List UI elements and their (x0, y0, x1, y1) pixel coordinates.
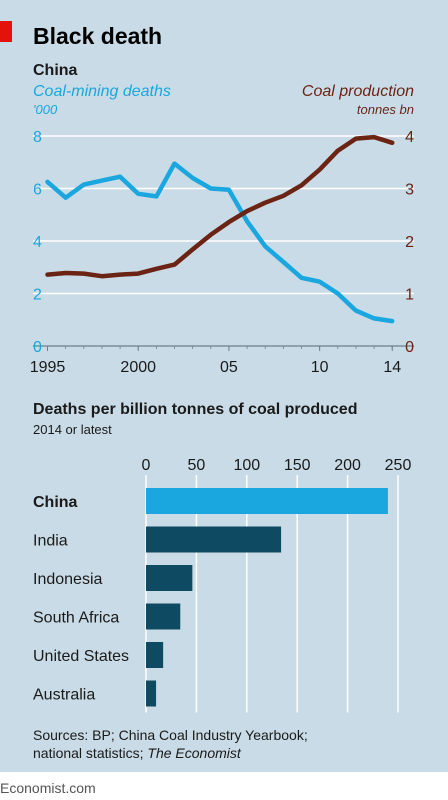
sources-line-2-text: national statistics; (33, 745, 144, 761)
right-axis-unit: tonnes bn (357, 102, 414, 117)
bar-chart-grid (145, 475, 399, 713)
bar-label-indonesia: Indonesia (33, 571, 102, 588)
bar-india (146, 526, 282, 553)
right-tick-4: 4 (405, 129, 414, 146)
right-tick-1: 1 (405, 287, 414, 304)
bar-south-africa (146, 603, 181, 630)
line-chart-title: China (33, 62, 78, 79)
bar-label-australia: Australia (33, 687, 95, 704)
bar-tick-200: 200 (334, 457, 361, 474)
bar-united-states (146, 642, 164, 668)
headline: Black death (33, 23, 162, 49)
bar-tick-0: 0 (142, 457, 151, 474)
red-accent-tab (0, 21, 12, 42)
bar-tick-100: 100 (233, 457, 260, 474)
x-tick-05: 05 (220, 359, 238, 376)
series-line-deaths (45, 161, 395, 324)
bar-label-united-states: United States (33, 648, 129, 665)
bar-axis-ticks: 0 50 100 150 200 250 (142, 457, 412, 474)
left-tick-0: 0 (33, 339, 42, 356)
bar-label-china: China (33, 494, 78, 511)
right-axis-label: Coal production (302, 83, 414, 100)
x-tick-2000: 2000 (120, 359, 156, 376)
left-axis-ticks: 0 2 4 6 8 (33, 129, 42, 356)
footer-strip (0, 772, 448, 800)
left-tick-6: 6 (33, 182, 42, 199)
chart-card (0, 0, 448, 772)
bar-category-labels: China India Indonesia South Africa United St… (33, 494, 129, 704)
line-chart-grid (33, 135, 414, 347)
bar-label-india: India (33, 533, 68, 550)
sources-line-1: Sources: BP; China Coal Industry Yearboo… (33, 727, 308, 743)
right-tick-2: 2 (405, 234, 414, 251)
left-tick-2: 2 (33, 287, 42, 304)
bar-australia (146, 680, 157, 707)
series-line-production (45, 134, 395, 279)
bar-marks-group (146, 488, 388, 707)
left-axis-unit: '000 (33, 102, 58, 117)
bar-chart-subtitle: 2014 or latest (33, 422, 112, 437)
bar-tick-150: 150 (284, 457, 311, 474)
x-tick-10: 10 (311, 359, 329, 376)
right-tick-0: 0 (405, 339, 414, 356)
right-tick-3: 3 (405, 182, 414, 199)
bar-chart-title: Deaths per billion tonnes of coal produc… (33, 401, 357, 418)
x-axis-ticks: 1995 2000 05 10 14 (30, 346, 401, 376)
left-tick-8: 8 (33, 129, 42, 146)
x-tick-1995: 1995 (30, 359, 66, 376)
x-tick-14: 14 (383, 359, 401, 376)
bar-tick-50: 50 (188, 457, 206, 474)
bar-label-south-africa: South Africa (33, 610, 119, 627)
bar-china (146, 488, 388, 514)
left-axis-label: Coal-mining deaths (33, 83, 171, 100)
site-link[interactable]: Economist.com (0, 780, 96, 796)
line-series-group (45, 134, 395, 324)
sources-line-2: national statistics; The Economist (33, 745, 242, 761)
left-tick-4: 4 (33, 234, 42, 251)
bar-indonesia (146, 565, 193, 591)
bar-tick-250: 250 (385, 457, 412, 474)
sources-economist: The Economist (147, 745, 241, 761)
right-axis-ticks: 0 1 2 3 4 (405, 129, 414, 356)
